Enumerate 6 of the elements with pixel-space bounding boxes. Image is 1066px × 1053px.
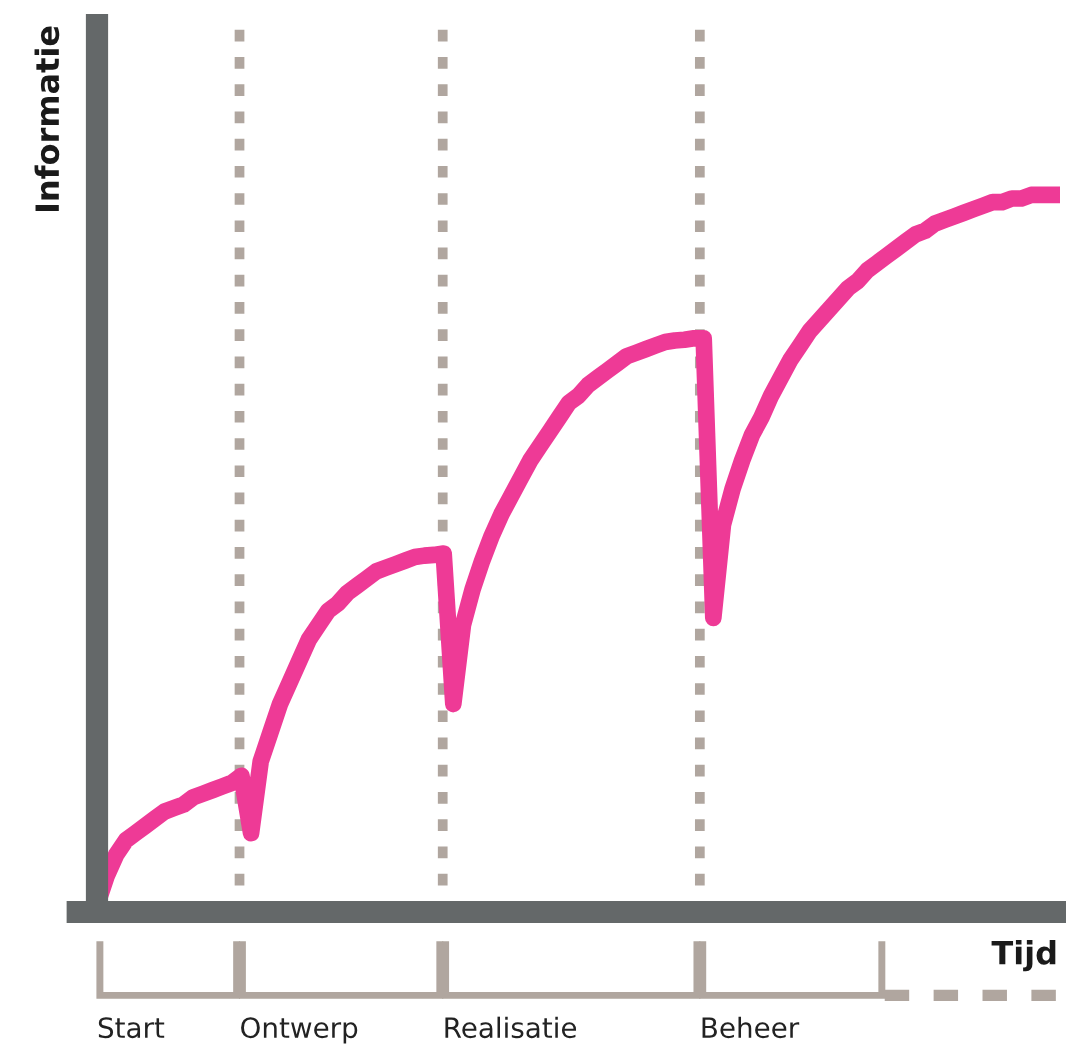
x-axis-title: Tijd: [991, 940, 1056, 972]
text: Beheer: [702, 1016, 800, 1039]
y-axis-title: Informatie: [34, 26, 60, 212]
text: Realisatie: [445, 1016, 577, 1039]
text: Start: [98, 1017, 165, 1039]
text: Ontwerp: [241, 1017, 358, 1044]
